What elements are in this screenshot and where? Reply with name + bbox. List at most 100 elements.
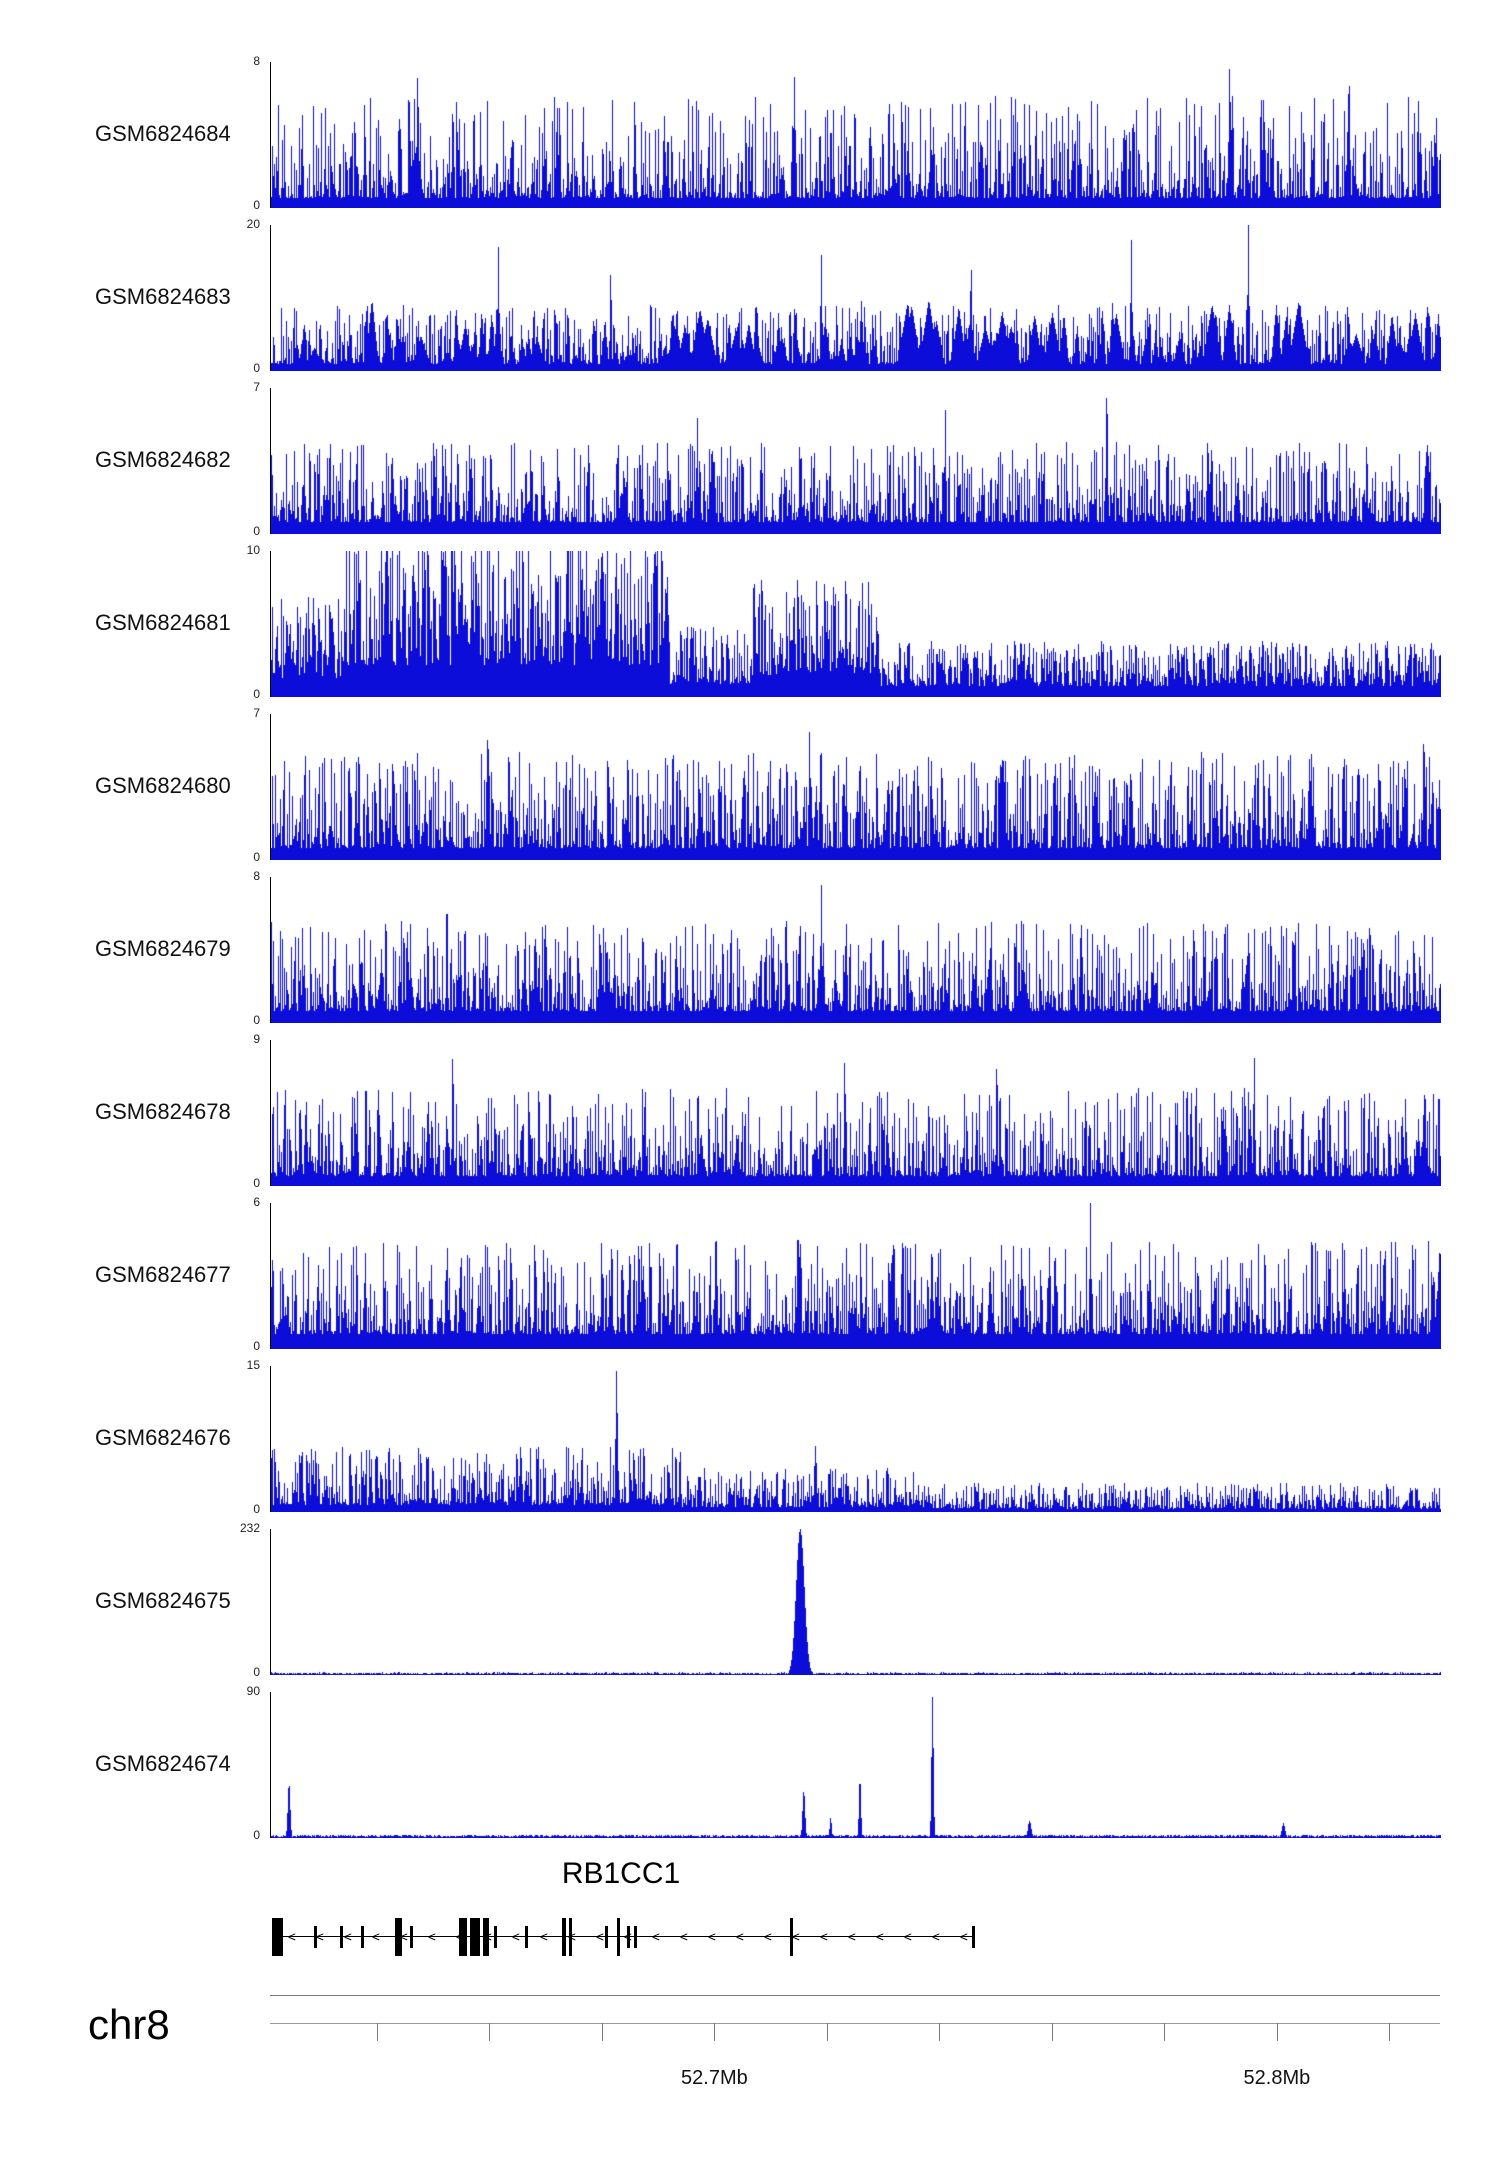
- strand-arrow-icon: <: [763, 1928, 772, 1945]
- coverage-plot: [270, 714, 1441, 860]
- coverage-signal-canvas: [271, 1529, 1441, 1675]
- exon-block: [569, 1918, 573, 1956]
- exon-block: [410, 1926, 414, 1948]
- coverage-plot: [270, 1366, 1441, 1512]
- strand-arrow-icon: <: [287, 1928, 296, 1945]
- coverage-signal-canvas: [271, 1040, 1441, 1186]
- track-sample-label: GSM6824681: [95, 609, 231, 635]
- gene-annotation-panel: RB1CC1 <<<<<<<<<<<<<<<<<<<<<<<<<: [0, 1845, 1500, 1975]
- coverage-signal-canvas: [271, 225, 1441, 371]
- axis-tick: [489, 2023, 491, 2041]
- exon-block: [459, 1918, 468, 1956]
- axis-tick: [939, 2023, 941, 2041]
- axis-tick-label: 52.8Mb: [1243, 2067, 1311, 2089]
- exon-block: [271, 1918, 283, 1956]
- track-sample-label: GSM6824675: [95, 1587, 231, 1613]
- y-axis-max-label: 10: [246, 543, 260, 557]
- exon-block: [617, 1918, 621, 1956]
- chromosome-line: [270, 1995, 1440, 1996]
- exon-block: [360, 1926, 364, 1948]
- coverage-signal-canvas: [271, 388, 1441, 534]
- exon-block: [626, 1926, 630, 1948]
- strand-arrow-icon: <: [735, 1928, 744, 1945]
- coverage-signal-canvas: [271, 714, 1441, 860]
- strand-arrow-icon: <: [959, 1928, 968, 1945]
- coverage-plot: [270, 62, 1441, 208]
- strand-arrow-icon: <: [427, 1928, 436, 1945]
- coverage-plot: [270, 1692, 1441, 1838]
- exon-block: [633, 1926, 637, 1948]
- track-row: GSM6824674 90 0: [0, 1682, 1500, 1845]
- y-axis-zero-label: 0: [253, 524, 260, 538]
- coverage-plot: [270, 1040, 1441, 1186]
- gene-name-label: RB1CC1: [561, 1857, 681, 1890]
- track-row: GSM6824681 10 0: [0, 541, 1500, 704]
- track-sample-label: GSM6824680: [95, 772, 231, 798]
- axis-tick: [826, 2023, 828, 2041]
- track-sample-label: GSM6824679: [95, 935, 231, 961]
- exon-block: [469, 1918, 480, 1956]
- y-axis-max-label: 7: [253, 706, 260, 720]
- y-axis-zero-label: 0: [253, 1828, 260, 1842]
- gene-model: <<<<<<<<<<<<<<<<<<<<<<<<<: [270, 1915, 1440, 1959]
- coverage-tracks-panel: GSM6824684 8 0 GSM6824683 20 0 GSM6824682 7 0 GSM…: [0, 52, 1500, 1845]
- exon-block: [339, 1926, 343, 1948]
- axis-tick: [1276, 2023, 1278, 2041]
- axis-tick: [1389, 2023, 1391, 2041]
- strand-arrow-icon: <: [539, 1928, 548, 1945]
- coverage-signal-canvas: [271, 62, 1441, 208]
- chromosome-label: chr8: [88, 2001, 170, 2048]
- track-row: GSM6824676 15 0: [0, 1356, 1500, 1519]
- axis-tick-label: 52.7Mb: [681, 2067, 748, 2089]
- coverage-signal-canvas: [271, 551, 1441, 697]
- strand-arrow-icon: <: [399, 1928, 408, 1945]
- exon-block: [561, 1918, 566, 1956]
- strand-arrow-icon: <: [931, 1928, 940, 1945]
- y-axis-zero-label: 0: [253, 1176, 260, 1190]
- coverage-plot: [270, 551, 1441, 697]
- y-axis-max-label: 232: [239, 1521, 260, 1535]
- strand-arrow-icon: <: [511, 1928, 520, 1945]
- y-axis-max-label: 90: [246, 1684, 260, 1698]
- strand-arrow-icon: <: [371, 1928, 380, 1945]
- track-sample-label: GSM6824678: [95, 1098, 231, 1124]
- y-axis-max-label: 15: [246, 1358, 260, 1372]
- track-sample-label: GSM6824682: [95, 446, 231, 472]
- coverage-signal-canvas: [271, 1203, 1441, 1349]
- exon-block: [483, 1918, 490, 1956]
- track-row: GSM6824682 7 0: [0, 378, 1500, 541]
- y-axis-zero-label: 0: [253, 198, 260, 212]
- track-sample-label: GSM6824684: [95, 120, 231, 146]
- track-sample-label: GSM6824676: [95, 1424, 231, 1450]
- strand-arrow-icon: <: [651, 1928, 660, 1945]
- axis-tick: [376, 2023, 378, 2041]
- coverage-plot: [270, 1203, 1441, 1349]
- coverage-plot: [270, 225, 1441, 371]
- coverage-signal-canvas: [271, 1366, 1441, 1512]
- track-row: GSM6824677 6 0: [0, 1193, 1500, 1356]
- y-axis-max-label: 7: [253, 380, 260, 394]
- coverage-plot: [270, 388, 1441, 534]
- y-axis-zero-label: 0: [253, 361, 260, 375]
- track-row: GSM6824680 7 0: [0, 704, 1500, 867]
- strand-arrow-icon: <: [679, 1928, 688, 1945]
- strand-arrow-icon: <: [707, 1928, 716, 1945]
- coverage-signal-canvas: [271, 1692, 1441, 1838]
- y-axis-max-label: 8: [253, 869, 260, 883]
- track-row: GSM6824679 8 0: [0, 867, 1500, 1030]
- y-axis-max-label: 8: [253, 54, 260, 68]
- y-axis-max-label: 9: [253, 1032, 260, 1046]
- track-row: GSM6824678 9 0: [0, 1030, 1500, 1193]
- axis-baseline: [270, 2023, 1440, 2024]
- track-row: GSM6824675 232 0: [0, 1519, 1500, 1682]
- axis-tick: [601, 2023, 603, 2041]
- axis-tick: [714, 2023, 716, 2041]
- exon-block: [790, 1918, 794, 1956]
- exon-block: [524, 1926, 528, 1948]
- y-axis-max-label: 20: [246, 217, 260, 231]
- exon-block: [494, 1926, 498, 1948]
- y-axis-zero-label: 0: [253, 1665, 260, 1679]
- y-axis-zero-label: 0: [253, 1339, 260, 1353]
- strand-arrow-icon: <: [315, 1928, 324, 1945]
